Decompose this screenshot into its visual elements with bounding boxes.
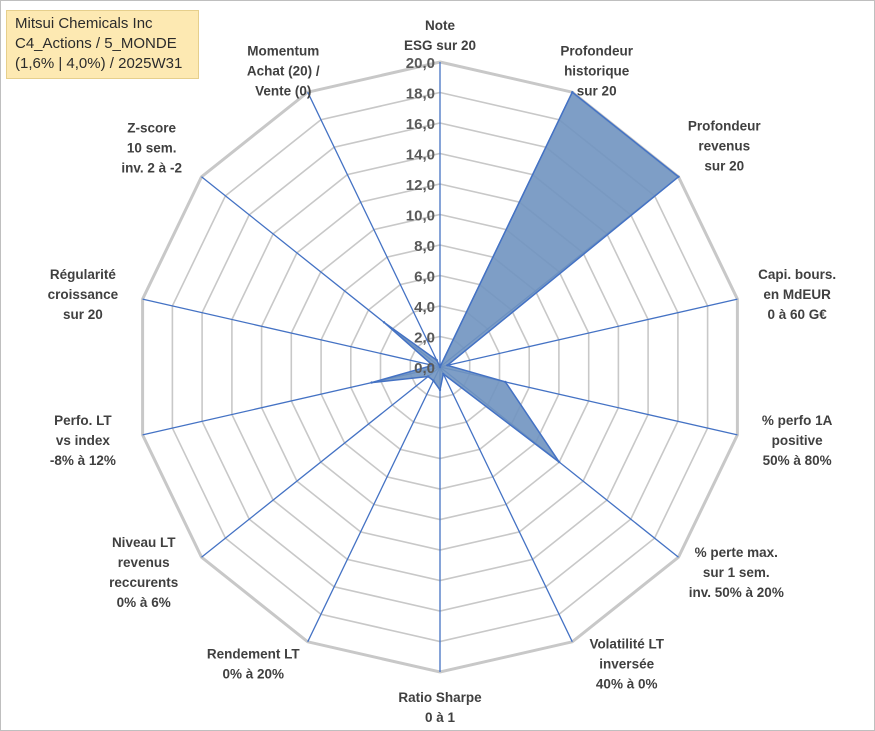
- radar-series: [370, 91, 680, 464]
- axis-label-9-line-0: Niveau LT: [112, 535, 176, 550]
- axis-label-4: % perfo 1A positive 50% à 80%: [762, 413, 833, 468]
- axis-label-6: Volatilité LT inversée 40% à 0%: [589, 636, 664, 691]
- axis-label-6-line-2: 40% à 0%: [596, 676, 658, 691]
- axis-label-0: Note ESG sur 20: [404, 18, 476, 53]
- tick-label-4: 8,0: [414, 238, 435, 255]
- axis-label-5: % perte max. sur 1 sem. inv. 50% à 20%: [689, 545, 784, 600]
- axis-label-12-line-2: inv. 2 à -2: [121, 161, 182, 176]
- axis-label-7-line-1: 0 à 1: [425, 710, 456, 725]
- axis-label-4-line-2: 50% à 80%: [763, 453, 832, 468]
- tick-label-8: 16,0: [406, 116, 435, 133]
- axis-label-9-line-2: reccurents: [109, 575, 178, 590]
- axis-label-6-line-0: Volatilité LT: [589, 636, 664, 651]
- axis-label-3-line-0: Capi. bours.: [758, 267, 836, 282]
- spoke-8: [307, 366, 441, 643]
- series-point-2: [677, 175, 680, 178]
- series-point-12: [382, 321, 386, 324]
- series-point-8: [432, 379, 435, 382]
- tick-label-3: 6,0: [414, 269, 435, 286]
- series-point-13: [435, 358, 438, 362]
- axis-label-12-line-1: 10 sem.: [127, 141, 177, 156]
- title-line-3: (1,6% | 4,0%) / 2025W31: [15, 55, 183, 72]
- axis-label-9-line-1: revenus: [118, 555, 170, 570]
- axis-label-3: Capi. bours. en MdEUR 0 à 60 G€: [758, 267, 836, 322]
- axis-label-12: Z-score 10 sem. inv. 2 à -2: [121, 121, 182, 176]
- axis-label-11: Régularité croissance sur 20: [48, 267, 119, 322]
- axis-label-10-line-0: Perfo. LT: [54, 413, 112, 428]
- axis-label-0-line-1: ESG sur 20: [404, 38, 476, 53]
- axis-label-11-line-0: Régularité: [50, 267, 117, 282]
- spoke-11: [142, 298, 441, 368]
- series-point-7: [438, 388, 442, 392]
- series-point-11: [431, 364, 434, 367]
- series-point-0: [438, 365, 442, 369]
- axis-label-11-line-1: croissance: [48, 287, 119, 302]
- tick-label-6: 12,0: [406, 177, 435, 194]
- axis-label-8-line-0: Rendement LT: [207, 646, 301, 661]
- axis-label-4-line-0: % perfo 1A: [762, 413, 833, 428]
- axis-label-5-line-1: sur 1 sem.: [703, 565, 770, 580]
- axis-label-7: Ratio Sharpe 0 à 1: [398, 690, 482, 725]
- axis-label-0-line-0: Note: [425, 18, 455, 33]
- axis-label-10-line-1: vs index: [56, 433, 111, 448]
- radar-axis-labels: Note ESG sur 20 Profondeur historique sur 20…: [48, 18, 836, 725]
- axis-label-9-line-3: 0% à 6%: [117, 595, 171, 610]
- axis-label-5-line-0: % perte max.: [695, 545, 778, 560]
- axis-label-2: Profondeur revenus sur 20: [688, 119, 761, 174]
- tick-label-0: 0,0: [414, 360, 435, 377]
- chart-title-box: Mitsui Chemicals Inc C4_Actions / 5_MOND…: [6, 10, 199, 79]
- axis-label-1: Profondeur historique sur 20: [560, 44, 633, 99]
- tick-label-7: 14,0: [406, 147, 435, 164]
- tick-label-5: 10,0: [406, 208, 435, 225]
- radar-tick-labels: 0,0 2,0 4,0 6,0 8,0 10,0 12,0 14,0 16,0 18,0 20,0: [406, 55, 435, 377]
- axis-label-11-line-2: sur 20: [63, 307, 103, 322]
- spoke-6: [439, 366, 573, 643]
- series-point-9: [426, 375, 430, 378]
- axis-label-3-line-2: 0 à 60 G€: [767, 307, 827, 322]
- axis-label-4-line-1: positive: [772, 433, 824, 448]
- axis-label-1-line-1: historique: [564, 64, 630, 79]
- tick-label-10: 20,0: [406, 55, 435, 72]
- axis-label-1-line-0: Profondeur: [560, 44, 633, 59]
- axis-label-1-line-2: sur 20: [577, 84, 617, 99]
- title-line-1: Mitsui Chemicals Inc: [15, 15, 153, 32]
- tick-label-9: 18,0: [406, 86, 435, 103]
- axis-label-13-line-2: Vente (0): [255, 84, 311, 99]
- spoke-13: [307, 91, 441, 368]
- axis-label-7-line-0: Ratio Sharpe: [398, 690, 482, 705]
- axis-label-6-line-1: inversée: [599, 656, 654, 671]
- series-point-1: [571, 91, 574, 94]
- title-line-2: C4_Actions / 5_MONDE: [15, 35, 177, 52]
- series-point-10: [370, 381, 373, 384]
- axis-label-10: Perfo. LT vs index -8% à 12%: [50, 413, 116, 468]
- series-point-4: [504, 380, 507, 384]
- series-point-3: [446, 364, 449, 367]
- axis-label-2-line-2: sur 20: [704, 159, 744, 174]
- spoke-9: [201, 366, 441, 558]
- series-point-5: [558, 460, 561, 464]
- axis-label-8-line-1: 0% à 20%: [223, 666, 285, 681]
- axis-label-2-line-0: Profondeur: [688, 119, 761, 134]
- axis-label-8: Rendement LT 0% à 20%: [207, 646, 301, 681]
- axis-label-3-line-1: en MdEUR: [763, 287, 831, 302]
- spoke-3: [439, 298, 738, 368]
- axis-label-13-line-0: Momentum: [247, 44, 319, 59]
- axis-label-2-line-1: revenus: [698, 139, 750, 154]
- tick-label-1: 2,0: [414, 330, 435, 347]
- axis-label-13-line-1: Achat (20) /: [247, 64, 320, 79]
- axis-label-12-line-0: Z-score: [127, 121, 176, 136]
- axis-label-10-line-2: -8% à 12%: [50, 453, 116, 468]
- tick-label-2: 4,0: [414, 299, 435, 316]
- axis-label-5-line-2: inv. 50% à 20%: [689, 585, 784, 600]
- series-point-6: [442, 372, 445, 376]
- axis-label-13: Momentum Achat (20) / Vente (0): [247, 44, 320, 99]
- axis-label-9: Niveau LT revenus reccurents 0% à 6%: [109, 535, 178, 610]
